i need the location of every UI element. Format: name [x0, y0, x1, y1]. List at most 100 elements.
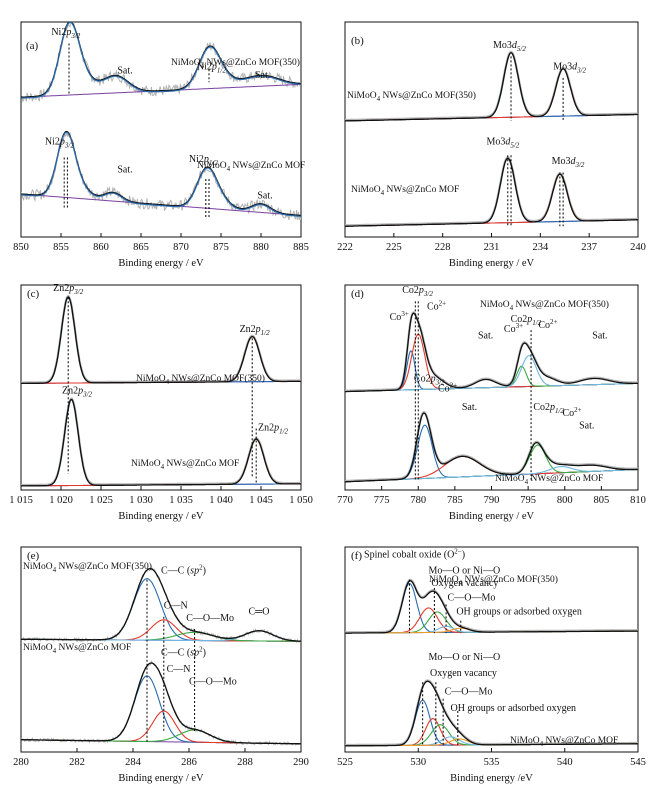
peak-annotation: Mo3d5/2: [486, 137, 519, 150]
peak-annotation: Ni2p1/2: [197, 61, 226, 74]
chart-panel-c: 1 015 1 020 1 025 1 030 1 035 1 040 1 045 1 050…: [9, 283, 313, 522]
peak-annotation: Sat.: [592, 330, 607, 341]
sample-label-bottom: NiMoO4 NWs@ZnCo MOF: [131, 459, 239, 471]
panel-label: (a): [26, 40, 39, 52]
peak-annotation: C═O: [249, 607, 270, 618]
fit-envelope: [345, 412, 638, 483]
x-tick-label: 885: [293, 242, 309, 253]
chart-panel-d: 770 775 780 785 790 795 800 805 810 Binding energ…: [337, 284, 646, 522]
x-tick-label: 1 050: [289, 495, 313, 506]
peak-annotation: Ni2p1/2: [189, 154, 218, 167]
fit-component: [345, 52, 638, 122]
raw-spectrum: [345, 410, 638, 483]
x-tick-label: 800: [557, 495, 573, 506]
x-tick-label: 880: [253, 242, 269, 253]
sample-label-top: NiMoO4 NWs@ZnCo MOF(350): [480, 299, 609, 312]
x-tick-label: 225: [386, 242, 402, 253]
x-tick-label: 1 015: [9, 495, 33, 506]
plot-frame: [20, 546, 302, 753]
x-tick-label: 282: [69, 757, 85, 768]
x-axis-label: Binding energy / eV: [118, 258, 204, 269]
peak-annotation: Zn2p3/2: [62, 386, 93, 399]
sample-label-bottom: NiMoO4 NWs@ZnCo MOF: [351, 185, 459, 197]
sample-label-top: NiMoO4 NWs@ZnCo MOF(350): [429, 574, 558, 587]
raw-spectrum: [345, 679, 638, 747]
x-tick-label: 280: [13, 757, 29, 768]
fit-envelope: [345, 52, 638, 122]
x-axis-label: Binding energy /eV: [450, 773, 533, 784]
peak-annotation: C—N: [164, 601, 188, 612]
sample-label-bottom: NiMoO4 NWs@ZnCo MOF: [197, 161, 305, 173]
x-tick-label: 790: [484, 495, 500, 506]
peak-annotation: Sat.: [579, 421, 594, 432]
peak-annotation: Co3+: [504, 322, 523, 335]
peak-annotation: C—C (sp2): [161, 564, 206, 577]
fit-envelope: [345, 157, 638, 227]
x-tick-label: 850: [13, 242, 29, 253]
peak-annotation: OH groups or adsorbed oxygen: [450, 703, 576, 714]
peak-annotation: Co2+: [427, 300, 446, 313]
x-tick-label: 770: [337, 495, 353, 506]
raw-spectrum: [345, 311, 638, 392]
x-tick-label: 795: [520, 495, 536, 506]
peak-annotation: Co3+: [390, 310, 409, 323]
x-tick-label: 875: [213, 242, 229, 253]
x-tick-label: 1 040: [209, 495, 233, 506]
chart-panel-a: 850 855 860 865 870 875 880 885 Binding energy /…: [13, 21, 309, 269]
peak-annotation: Sat.: [117, 165, 132, 176]
peak-annotation: C—O—Mo: [189, 676, 237, 687]
x-axis-label: Binding energy / eV: [118, 511, 204, 522]
x-tick-label: 222: [337, 242, 353, 253]
peak-annotation: C—O—Mo: [448, 592, 496, 603]
x-axis-label: Binding energy / eV: [118, 773, 204, 784]
peak-annotation: C—C (sp2): [161, 646, 206, 659]
peak-annotation: Oxygen vacancy: [430, 668, 497, 679]
x-tick-label: 290: [293, 757, 309, 768]
chart-panel-e: 280 282 284 286 288 290 Binding energy / eV C—C…: [13, 546, 309, 784]
peak-annotation: Zn2p1/2: [240, 324, 271, 337]
panel-label: (d): [351, 288, 364, 300]
peak-annotation: Mo3d3/2: [553, 61, 586, 74]
x-axis-label: Binding energy / eV: [449, 511, 535, 522]
x-tick-label: 284: [125, 757, 142, 768]
x-tick-label: 805: [594, 495, 610, 506]
fit-envelope: [21, 130, 301, 217]
peak-annotation: Mo—O or Ni—O: [429, 566, 501, 577]
peak-annotation: Sat.: [257, 190, 272, 201]
sample-label-bottom: NiMoO4 NWs@ZnCo MOF: [495, 474, 603, 486]
fit-curve: [21, 131, 301, 217]
plot-frame: [344, 21, 639, 238]
peak-annotation: Co2+: [538, 318, 557, 331]
sample-label-bottom: NiMoO4 NWs@ZnCo MOF: [510, 736, 618, 748]
sample-label-top: NiMoO4 NWs@ZnCo MOF(350): [171, 57, 300, 70]
x-tick-label: 1 035: [169, 495, 193, 506]
x-tick-label: 286: [181, 757, 197, 768]
fit-envelope: [21, 296, 301, 385]
x-tick-label: 530: [410, 757, 426, 768]
x-tick-label: 810: [630, 495, 646, 506]
peak-annotation: Co2p3/2: [402, 285, 433, 298]
x-tick-label: 1 045: [249, 495, 273, 506]
x-tick-label: 775: [374, 495, 390, 506]
peak-annotation: Mo3d5/2: [493, 40, 526, 53]
x-tick-label: 1 025: [89, 495, 113, 506]
x-tick-label: 785: [447, 495, 463, 506]
x-tick-label: 525: [337, 757, 353, 768]
fit-component: [345, 349, 638, 393]
fit-envelope: [21, 567, 301, 642]
peak-annotation: OH groups or adsorbed oxygen: [456, 607, 582, 618]
fit-envelope: [345, 312, 638, 393]
x-tick-label: 870: [173, 242, 189, 253]
x-tick-label: 1 030: [129, 495, 153, 506]
fit-component: [21, 675, 301, 745]
peak-annotation: Zn2p1/2: [258, 423, 289, 436]
peak-annotation: Co2+: [438, 382, 457, 395]
fit-curve: [21, 22, 301, 99]
x-tick-label: 240: [630, 242, 646, 253]
peak-annotation: C—N: [167, 664, 191, 675]
peak-annotation: Mo—O or Ni—O: [429, 652, 501, 663]
fit-component: [345, 355, 638, 393]
peak-annotation: Ni2p3/2: [51, 27, 80, 40]
peak-annotation: C—O—Mo: [445, 687, 493, 698]
